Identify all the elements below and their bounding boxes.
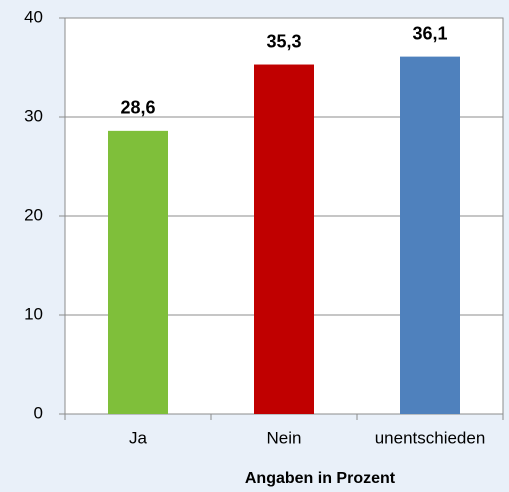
value-label: 35,3 bbox=[266, 31, 301, 51]
y-tick-label: 0 bbox=[34, 403, 43, 422]
x-tick-label: unentschieden bbox=[375, 428, 486, 447]
bar bbox=[108, 130, 168, 415]
y-tick-label: 20 bbox=[24, 205, 43, 224]
y-tick-label: 10 bbox=[24, 304, 43, 323]
bar bbox=[400, 56, 460, 415]
bar bbox=[254, 64, 314, 414]
x-tick-label: Nein bbox=[267, 428, 302, 447]
value-label: 28,6 bbox=[120, 98, 155, 118]
value-label: 36,1 bbox=[412, 23, 447, 43]
y-tick-label: 30 bbox=[24, 106, 43, 125]
y-tick-label: 40 bbox=[24, 7, 43, 26]
x-axis-title: Angaben in Prozent bbox=[245, 470, 396, 487]
x-tick-label: Ja bbox=[129, 428, 148, 447]
